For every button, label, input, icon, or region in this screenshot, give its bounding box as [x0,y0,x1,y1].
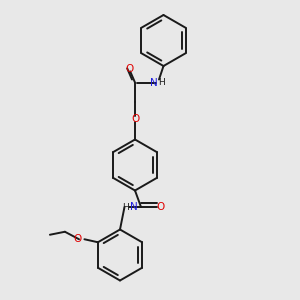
Text: O: O [131,113,139,124]
Text: O: O [73,234,81,244]
Text: O: O [125,64,134,74]
Text: H: H [158,78,165,87]
Text: O: O [156,202,165,212]
Text: N: N [150,77,158,88]
Text: N: N [130,202,137,212]
Text: H: H [122,202,128,211]
